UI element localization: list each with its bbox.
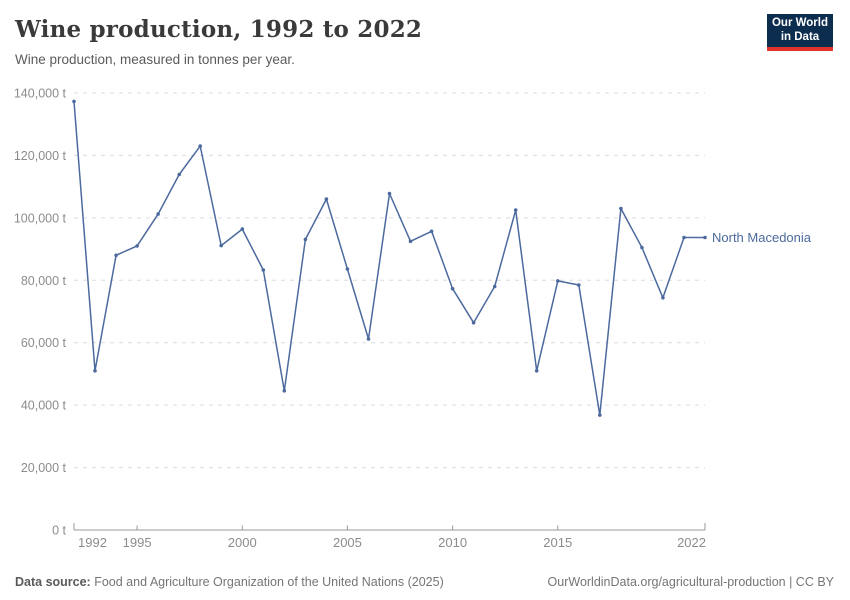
- x-tick-label: 2005: [333, 535, 362, 550]
- chart-footer: Data source: Food and Agriculture Organi…: [15, 575, 834, 589]
- data-point[interactable]: [450, 286, 455, 291]
- data-point[interactable]: [261, 268, 266, 272]
- data-point[interactable]: [682, 235, 686, 240]
- data-point[interactable]: [513, 208, 518, 212]
- data-point[interactable]: [324, 197, 329, 201]
- data-point[interactable]: [345, 267, 350, 271]
- data-point[interactable]: [219, 243, 223, 248]
- y-tick-label: 60,000 t: [21, 336, 67, 350]
- data-point[interactable]: [492, 284, 497, 289]
- chart-subtitle: Wine production, measured in tonnes per …: [15, 52, 295, 67]
- y-tick-label: 0 t: [52, 524, 66, 538]
- y-tick-label: 80,000 t: [21, 274, 67, 288]
- data-point[interactable]: [640, 245, 644, 250]
- chart-svg[interactable]: 0 t 20,000 t 40,000 t 60,000 t 80,000 t 100,0…: [0, 80, 850, 555]
- data-point[interactable]: [366, 337, 371, 341]
- data-point[interactable]: [240, 227, 245, 231]
- owid-logo: Our World in Data: [767, 14, 833, 51]
- data-point[interactable]: [93, 369, 97, 373]
- data-point[interactable]: [114, 253, 118, 258]
- data-point[interactable]: [661, 296, 665, 300]
- x-tick-label: 2022: [677, 535, 706, 550]
- data-point[interactable]: [156, 212, 160, 216]
- data-point[interactable]: [198, 144, 202, 148]
- credit-link[interactable]: OurWorldinData.org/agricultural-producti…: [547, 575, 834, 589]
- data-point[interactable]: [429, 229, 434, 234]
- owid-logo-line2: in Data: [780, 30, 820, 43]
- y-tick-label: 120,000 t: [14, 149, 67, 163]
- data-point[interactable]: [619, 206, 623, 211]
- y-tick-label: 20,000 t: [21, 461, 67, 475]
- series-label[interactable]: North Macedonia: [712, 230, 812, 245]
- series-line[interactable]: [73, 100, 706, 416]
- data-point[interactable]: [303, 237, 308, 242]
- data-point[interactable]: [556, 279, 560, 283]
- data-point[interactable]: [72, 99, 76, 104]
- data-point[interactable]: [598, 413, 602, 417]
- owid-logo-line1: Our World: [771, 16, 828, 29]
- chart-title: Wine production, 1992 to 2022: [15, 16, 423, 43]
- data-point[interactable]: [282, 389, 287, 393]
- x-tick-label: 1995: [123, 535, 152, 550]
- y-tick-label: 140,000 t: [14, 87, 67, 101]
- data-point[interactable]: [135, 244, 139, 248]
- data-source-text: Food and Agriculture Organization of the…: [94, 575, 444, 589]
- data-source: Data source: Food and Agriculture Organi…: [15, 575, 444, 589]
- data-point[interactable]: [387, 191, 392, 196]
- x-tick-label: 2015: [543, 535, 572, 550]
- x-tick-label: 2010: [438, 535, 467, 550]
- y-tick-label: 40,000 t: [21, 399, 67, 413]
- data-point[interactable]: [408, 239, 413, 244]
- x-tick-label: 2000: [228, 535, 257, 550]
- data-point[interactable]: [577, 283, 581, 287]
- y-tick-label: 100,000 t: [14, 211, 67, 225]
- data-point[interactable]: [534, 369, 539, 373]
- data-point[interactable]: [471, 320, 476, 325]
- data-point[interactable]: [703, 235, 707, 240]
- x-tick-label: 1992: [78, 535, 107, 550]
- data-source-label: Data source:: [15, 575, 91, 589]
- data-point[interactable]: [177, 172, 181, 177]
